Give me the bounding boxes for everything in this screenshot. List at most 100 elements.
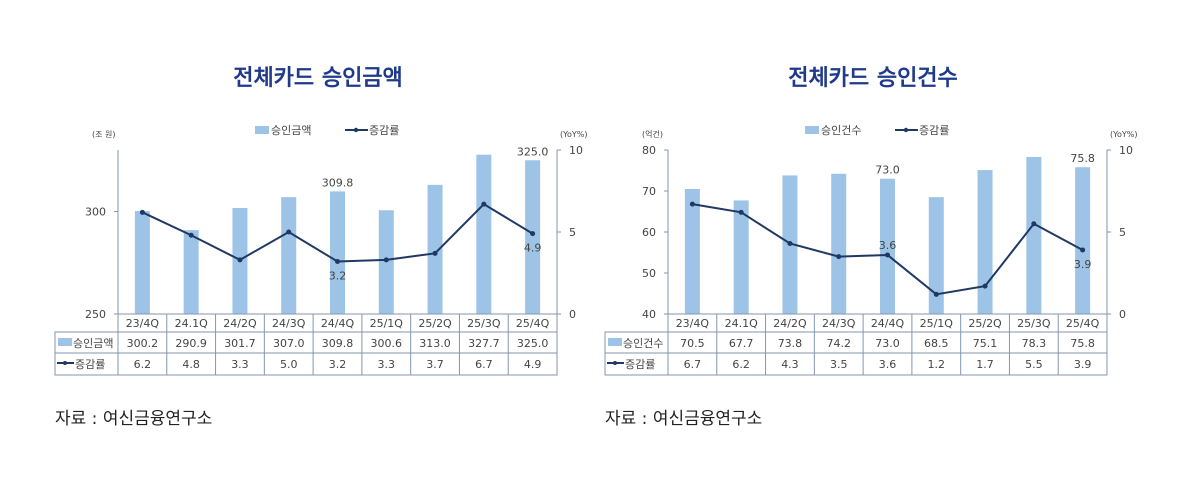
- legend-bar-swatch: [805, 126, 819, 134]
- left-tick-label: 80: [642, 144, 656, 157]
- bar: [476, 154, 492, 314]
- right-tick-label: 0: [569, 308, 576, 321]
- yoy-point: [286, 229, 292, 235]
- legend-line-marker: [353, 127, 359, 133]
- table-cell-bar: 70.5: [680, 337, 705, 350]
- yoy-point: [1080, 247, 1086, 253]
- table-cell-bar: 327.7: [468, 337, 500, 350]
- table-line-marker: [613, 361, 617, 365]
- category-label: 24/4Q: [321, 317, 355, 330]
- category-label: 25/4Q: [1066, 317, 1100, 330]
- table-row-label-bar: 승인건수: [623, 337, 663, 350]
- category-label: 24.1Q: [725, 317, 758, 330]
- yoy-point: [1031, 221, 1037, 227]
- yoy-point: [481, 201, 487, 207]
- right-tick-label: 0: [1119, 308, 1126, 321]
- legend-bar-label: 승인금액: [271, 124, 311, 137]
- yoy-point: [188, 232, 194, 238]
- table-cell-bar: 300.6: [371, 337, 403, 350]
- bar: [880, 178, 895, 314]
- category-label: 23/4Q: [676, 317, 710, 330]
- bar: [831, 173, 847, 314]
- yoy-point: [738, 209, 744, 215]
- table-cell-line: 4.9: [524, 358, 542, 371]
- table-cell-line: 5.0: [280, 358, 298, 371]
- legend-line-marker: [903, 127, 909, 133]
- table-row-label-bar: 승인금액: [73, 337, 113, 350]
- right-tick-label: 5: [1119, 226, 1126, 239]
- table-cell-line: 3.7: [426, 358, 444, 371]
- legend-bar-swatch: [255, 126, 269, 134]
- table-cell-line: 6.7: [475, 358, 493, 371]
- table-cell-bar: 301.7: [224, 337, 256, 350]
- yoy-point: [982, 283, 988, 289]
- left-tick-label: 60: [642, 226, 656, 239]
- table-cell-line: 5.5: [1025, 358, 1043, 371]
- chart-title-count: 전체카드 승인건수: [788, 66, 958, 91]
- category-label: 25/4Q: [516, 317, 550, 330]
- table-cell-bar: 67.7: [729, 337, 754, 350]
- bar: [1075, 167, 1091, 314]
- table-cell-bar: 75.8: [1070, 337, 1095, 350]
- category-label: 24/3Q: [272, 317, 306, 330]
- bar-data-label: 309.8: [322, 176, 354, 189]
- table-row-label-line: 증감률: [625, 358, 655, 371]
- table-cell-line: 1.7: [976, 358, 994, 371]
- bar: [183, 230, 199, 314]
- yoy-point: [432, 250, 438, 256]
- table-cell-line: 6.2: [134, 358, 152, 371]
- table-cell-line: 3.2: [329, 358, 347, 371]
- table-cell-line: 1.2: [928, 358, 946, 371]
- table-cell-line: 6.7: [684, 358, 702, 371]
- table-cell-bar: 325.0: [517, 337, 549, 350]
- table-bar-swatch: [58, 338, 72, 346]
- right-unit-label: (YoY%): [1110, 130, 1137, 139]
- yoy-point: [787, 240, 793, 246]
- yoy-point: [885, 252, 890, 258]
- table-cell-line: 4.8: [182, 358, 200, 371]
- bar: [525, 160, 541, 314]
- source-note-count: 자료 : 여신금융연구소: [605, 409, 763, 429]
- bar-data-label: 73.0: [875, 164, 900, 177]
- chart-title-amount: 전체카드 승인금액: [233, 66, 403, 91]
- left-unit-label: (조 원): [92, 130, 116, 139]
- table-cell-bar: 313.0: [419, 337, 451, 350]
- table-cell-line: 6.2: [732, 358, 750, 371]
- yoy-point: [933, 291, 939, 297]
- table-cell-line: 3.3: [231, 358, 249, 371]
- table-bar-swatch: [608, 338, 622, 346]
- table-cell-bar: 75.1: [973, 337, 998, 350]
- right-tick-label: 10: [1119, 144, 1133, 157]
- bar: [733, 200, 749, 314]
- bar: [1026, 156, 1042, 314]
- table-cell-line: 3.3: [378, 358, 396, 371]
- category-label: 23/4Q: [126, 317, 160, 330]
- bar-data-label: 75.8: [1070, 152, 1095, 165]
- category-label: 24/4Q: [871, 317, 905, 330]
- table-cell-bar: 74.2: [826, 337, 851, 350]
- yoy-point: [383, 257, 389, 263]
- table-cell-bar: 73.8: [778, 337, 803, 350]
- yoy-point: [836, 254, 842, 260]
- yoy-point: [335, 259, 340, 265]
- line-data-label: 3.6: [879, 239, 897, 252]
- right-tick-label: 5: [569, 226, 576, 239]
- legend-bar-label: 승인건수: [821, 124, 861, 137]
- left-tick-label: 50: [642, 267, 656, 280]
- category-label: 25/2Q: [418, 317, 452, 330]
- left-tick-label: 70: [642, 185, 656, 198]
- table-cell-line: 3.6: [879, 358, 897, 371]
- left-tick-label: 40: [642, 308, 656, 321]
- bar: [134, 211, 150, 314]
- category-label: 25/3Q: [467, 317, 501, 330]
- left-unit-label: (억건): [642, 129, 663, 139]
- table-line-marker: [63, 361, 67, 365]
- table-cell-line: 3.9: [1074, 358, 1092, 371]
- table-row-label-line: 증감률: [75, 358, 105, 371]
- table-cell-line: 3.5: [830, 358, 848, 371]
- left-tick-label: 250: [85, 308, 106, 321]
- table-cell-bar: 290.9: [175, 337, 207, 350]
- bar-data-label: 325.0: [517, 145, 549, 158]
- category-label: 24/2Q: [773, 317, 807, 330]
